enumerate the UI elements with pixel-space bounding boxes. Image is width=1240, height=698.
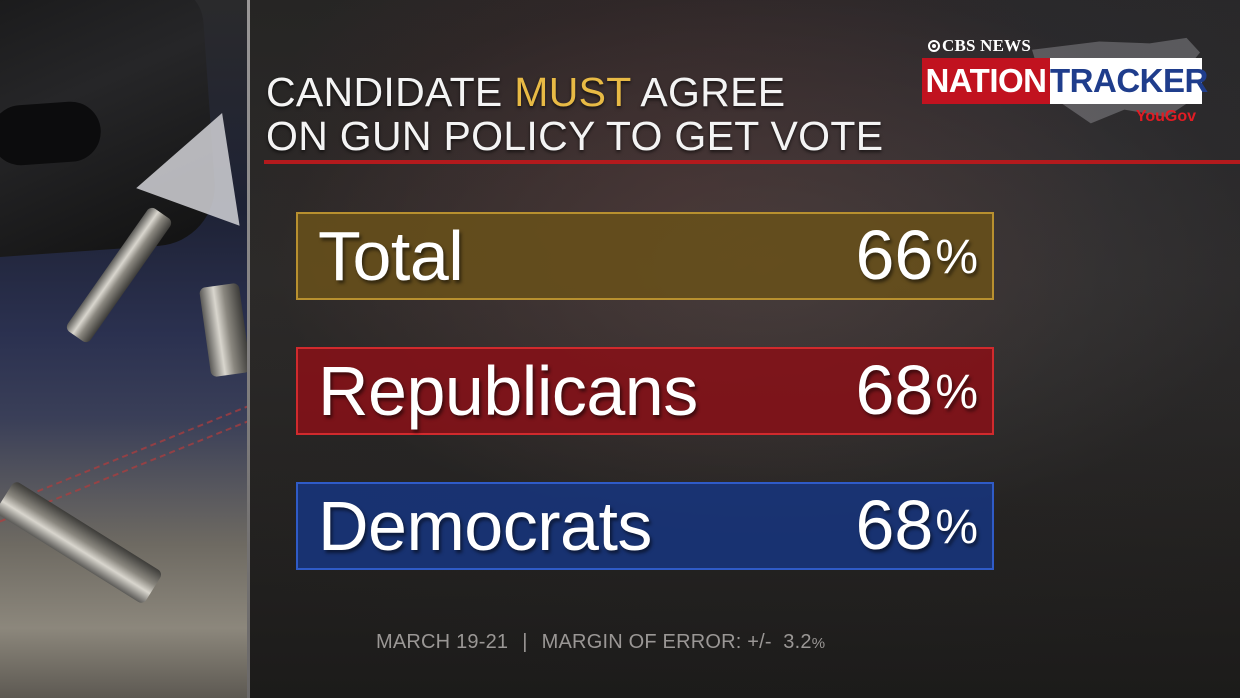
title-highlight: MUST (514, 69, 631, 115)
result-bar-republicans: Republicans 68% (296, 347, 994, 435)
title-line-2: ON GUN POLICY TO GET VOTE (266, 113, 884, 159)
title-line-1: CANDIDATE MUST AGREE (266, 70, 883, 114)
margin-of-error-value: 3.2 (783, 631, 812, 653)
cbs-news-wordmark: CBS NEWS (928, 36, 1031, 56)
bar-label: Democrats (318, 487, 652, 565)
bar-label: Total (318, 217, 464, 295)
yougov-wordmark: YouGov (1135, 108, 1196, 125)
logo-tracker: TRACKER (1050, 58, 1208, 104)
poll-footer: MARCH 19-21 | MARGIN OF ERROR: +/- 3.2% (376, 631, 825, 654)
logo-nation: NATION (922, 58, 1050, 104)
title-rule (264, 160, 1240, 164)
bar-value: 68% (855, 350, 978, 429)
graphic-title: CANDIDATE MUST AGREE ON GUN POLICY TO GE… (266, 70, 883, 158)
margin-of-error-label: MARGIN OF ERROR: +/- (541, 631, 772, 653)
footer-separator: | (522, 631, 528, 653)
margin-of-error-unit: % (811, 635, 826, 652)
panel-divider (247, 0, 250, 698)
bar-value: 68% (855, 485, 978, 564)
bullet-image (198, 282, 247, 378)
cbs-eye-icon (928, 40, 940, 52)
result-bar-democrats: Democrats 68% (296, 482, 994, 570)
nation-tracker-logo: CBS NEWS NATION TRACKER YouGov (922, 34, 1208, 132)
title-word: AGREE (640, 69, 786, 115)
photo-panel (0, 0, 247, 698)
bar-label: Republicans (318, 352, 698, 430)
title-word: CANDIDATE (266, 69, 503, 115)
bar-value: 66% (855, 215, 978, 294)
poll-dates: MARCH 19-21 (376, 631, 509, 653)
bullet-image (0, 480, 164, 605)
result-bar-total: Total 66% (296, 212, 994, 300)
